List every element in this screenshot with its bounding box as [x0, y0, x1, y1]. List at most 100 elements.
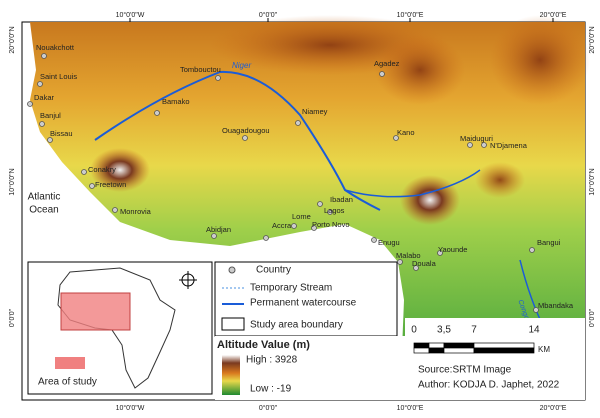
river-label: Niger	[232, 61, 251, 70]
country-marker	[112, 207, 118, 213]
country-marker	[27, 101, 33, 107]
country-marker	[327, 209, 333, 215]
place-label: Conakry	[88, 165, 116, 174]
place-label: Bangui	[537, 238, 561, 247]
scale-unit: KM	[538, 345, 550, 354]
country-marker	[317, 201, 323, 207]
country-marker	[311, 225, 317, 231]
country-marker	[291, 223, 297, 229]
graticule-label: 0°0'0"	[588, 308, 596, 327]
legend-symbol	[228, 266, 236, 274]
legend-item: Country	[256, 265, 291, 276]
graticule-label: 10°0'0"E	[397, 11, 424, 19]
inset-label: Area of study	[38, 377, 97, 388]
place-label: Ouagadougou	[222, 126, 270, 135]
country-marker	[263, 235, 269, 241]
place-label: Enugu	[378, 238, 400, 247]
place-label: Monrovia	[120, 207, 152, 216]
place-label: Mbandaka	[538, 301, 574, 310]
credit: Source:SRTM Image	[418, 365, 512, 376]
graticule-label: 10°0'0"W	[116, 404, 145, 412]
place-label: Tombouctou	[180, 65, 221, 74]
legend-panel	[215, 336, 405, 400]
country-marker	[529, 247, 535, 253]
scale-tick: 3,5	[437, 325, 451, 336]
country-marker	[81, 169, 87, 175]
country-marker	[211, 233, 217, 239]
ocean-label: Atlantic	[28, 192, 61, 203]
graticule-label: 0°0'0"	[259, 404, 278, 412]
color-ramp	[222, 355, 240, 395]
graticule-label: 20°0'0"N	[588, 26, 596, 53]
place-label: Agadez	[374, 59, 400, 68]
scale-tick: 7	[471, 325, 477, 336]
graticule-label: 10°0'0"N	[8, 168, 16, 195]
inset-legend-swatch	[55, 357, 85, 369]
place-label: Niamey	[302, 107, 328, 116]
compass	[179, 271, 197, 289]
graticule-label: 10°0'0"W	[116, 11, 145, 19]
study-area	[60, 292, 131, 331]
country-marker	[467, 142, 473, 148]
country-marker	[41, 53, 47, 59]
place-label: Maiduguri	[460, 134, 493, 143]
place-label: Yaounde	[438, 245, 467, 254]
place-label: Banjul	[40, 111, 61, 120]
relief	[475, 162, 525, 198]
country-marker	[89, 183, 95, 189]
legend-low: Low : -19	[250, 384, 292, 395]
graticule-label: 20°0'0"E	[540, 404, 567, 412]
graticule-label: 10°0'0"E	[397, 404, 424, 412]
country-marker	[481, 142, 487, 148]
country-marker	[533, 307, 539, 313]
country-marker	[437, 250, 443, 256]
country-marker	[154, 110, 160, 116]
country-marker	[393, 135, 399, 141]
country-marker	[39, 121, 45, 127]
place-label: Saint Louis	[40, 72, 77, 81]
scale-panel	[405, 318, 585, 400]
legend-symbol	[221, 317, 245, 331]
place-label: Dakar	[34, 93, 55, 102]
relief	[400, 175, 460, 225]
legend-item: Study area boundary	[250, 320, 343, 331]
relief	[375, 35, 465, 105]
country-marker	[47, 137, 53, 143]
scale-bar	[413, 342, 535, 354]
legend-item: Temporary Stream	[250, 283, 332, 294]
place-label: Nouakchott	[36, 43, 75, 52]
graticule-label: 0°0'0"	[8, 308, 16, 327]
country-marker	[295, 120, 301, 126]
place-label: Freetown	[95, 180, 126, 189]
credit: Author: KODJA D. Japhet, 2022	[418, 380, 560, 391]
scale-tick: 14	[528, 325, 540, 336]
country-marker	[413, 265, 419, 271]
country-marker	[379, 71, 385, 77]
country-marker	[397, 259, 403, 265]
place-label: Accra	[272, 221, 292, 230]
country-marker	[37, 81, 43, 87]
legend-high: High : 3928	[246, 355, 298, 366]
place-label: Lome	[292, 212, 311, 221]
place-label: Kano	[397, 128, 415, 137]
graticule-label: 20°0'0"N	[8, 26, 16, 53]
place-label: Porto Novo	[312, 220, 350, 229]
river	[344, 169, 481, 198]
ocean-label: Ocean	[29, 205, 58, 216]
place-label: Douala	[412, 259, 437, 268]
place-label: Bissau	[50, 129, 73, 138]
place-label: N'Djamena	[490, 141, 528, 150]
country-marker	[371, 237, 377, 243]
relief	[490, 15, 590, 105]
graticule-label: 10°0'0"N	[588, 168, 596, 195]
relief	[90, 148, 150, 192]
place-label: Abidjan	[206, 225, 231, 234]
river	[94, 70, 381, 211]
graticule-label: 20°0'0"E	[540, 11, 567, 19]
country-marker	[242, 135, 248, 141]
land	[30, 22, 585, 400]
graticule-label: 0°0'0"	[259, 11, 278, 19]
place-label: Bamako	[162, 97, 190, 106]
legend-title: Altitude Value (m)	[217, 339, 310, 351]
